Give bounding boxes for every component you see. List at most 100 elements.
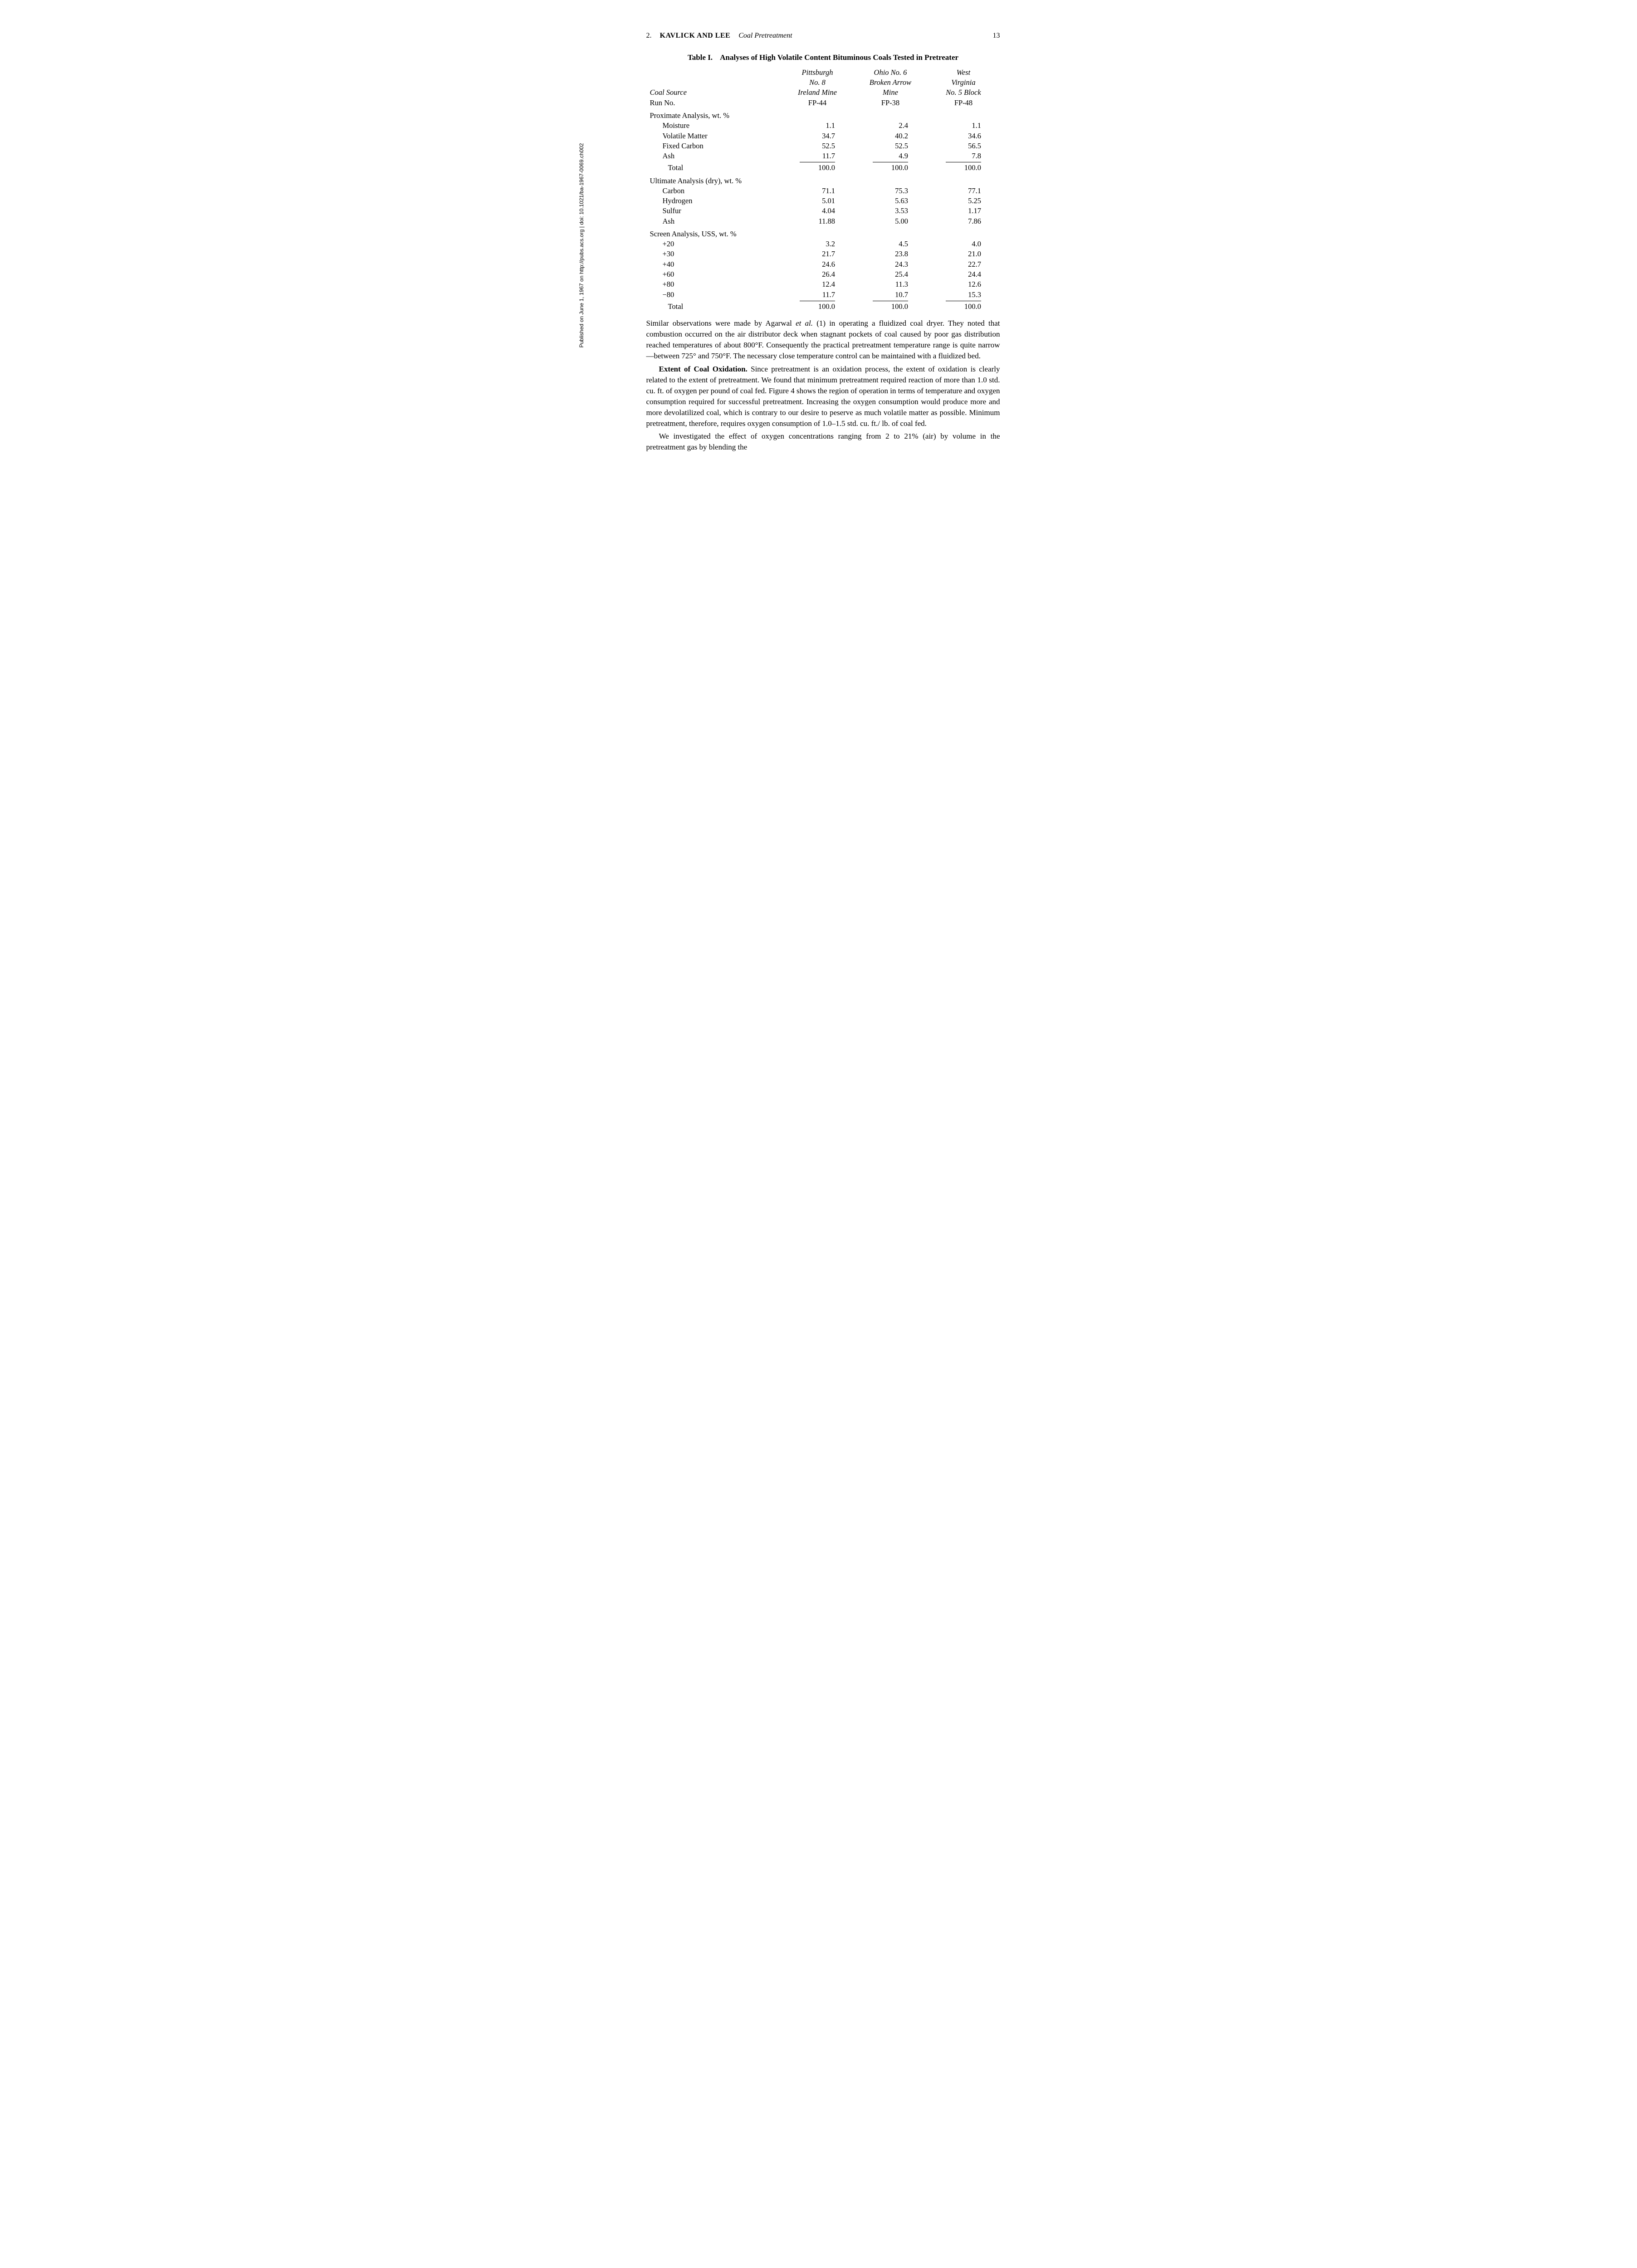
table-section-title: Ultimate Analysis (dry), wt. % (646, 173, 1000, 186)
cell: 11.88 (781, 216, 854, 226)
cell: 5.25 (927, 196, 1000, 206)
row-label: Carbon (646, 186, 781, 196)
table-row: +4024.624.322.7 (646, 259, 1000, 269)
cell: 7.8 (927, 151, 1000, 161)
table-row: +8012.411.312.6 (646, 279, 1000, 289)
row-label: Fixed Carbon (646, 141, 781, 151)
total-label: Total (646, 300, 781, 312)
cell: 40.2 (854, 131, 927, 141)
cell: 5.63 (854, 196, 927, 206)
side-publication-note: Published on June 1, 1967 on http://pubs… (578, 143, 585, 348)
table-row: Fixed Carbon52.552.556.5 (646, 141, 1000, 151)
col2-h2: Broken Arrow (870, 78, 911, 87)
cell: 1.1 (927, 121, 1000, 131)
cell: 5.01 (781, 196, 854, 206)
cell: 15.3 (927, 290, 1000, 300)
cell: 4.9 (854, 151, 927, 161)
total-cell: 100.0 (781, 300, 854, 312)
row-label: Ash (646, 216, 781, 226)
cell: 21.0 (927, 249, 1000, 259)
running-title: Coal Pretreatment (738, 32, 792, 40)
table-row: Volatile Matter34.740.234.6 (646, 131, 1000, 141)
cell: 24.3 (854, 259, 927, 269)
cell: 25.4 (854, 269, 927, 279)
total-cell: 100.0 (854, 300, 927, 312)
table-header-row-4: Run No. FP-44 FP-38 FP-48 (646, 98, 1000, 108)
paragraph-1: Similar observations were made by Agarwa… (646, 318, 1000, 362)
row-label: +20 (646, 239, 781, 249)
cell: 5.00 (854, 216, 927, 226)
row-label: Volatile Matter (646, 131, 781, 141)
row-label: +40 (646, 259, 781, 269)
col3-run: FP-48 (954, 98, 972, 107)
cell: 7.86 (927, 216, 1000, 226)
p2-lead: Extent of Coal Oxidation. (659, 365, 748, 373)
cell: 75.3 (854, 186, 927, 196)
table-caption: Table I. Analyses of High Volatile Conte… (646, 53, 1000, 63)
cell: 77.1 (927, 186, 1000, 196)
table-row: −8011.710.715.3 (646, 290, 1000, 300)
table-header-row-3: Coal Source Ireland Mine Mine No. 5 Bloc… (646, 88, 1000, 98)
col3-h2: Virginia (951, 78, 975, 87)
cell: 1.17 (927, 206, 1000, 216)
table-total-row: Total100.0100.0100.0 (646, 161, 1000, 173)
total-cell: 100.0 (854, 161, 927, 173)
paragraph-2: Extent of Coal Oxidation. Since pretreat… (646, 364, 1000, 430)
cell: 22.7 (927, 259, 1000, 269)
header-left: 2. KAVLICK AND LEE Coal Pretreatment (646, 32, 792, 40)
body-text: Similar observations were made by Agarwa… (646, 318, 1000, 453)
col2-h1: Ohio No. 6 (874, 68, 907, 77)
cell: 34.6 (927, 131, 1000, 141)
table-row: Ash11.74.97.8 (646, 151, 1000, 161)
running-header: 2. KAVLICK AND LEE Coal Pretreatment 13 (646, 32, 1000, 40)
cell: 71.1 (781, 186, 854, 196)
cell: 52.5 (854, 141, 927, 151)
cell: 52.5 (781, 141, 854, 151)
col3-h3: No. 5 Block (946, 88, 981, 97)
page: Published on June 1, 1967 on http://pubs… (583, 0, 1055, 491)
cell: 4.0 (927, 239, 1000, 249)
col1-h1: Pittsburgh (801, 68, 833, 77)
cell: 4.5 (854, 239, 927, 249)
table-section-title: Screen Analysis, USS, wt. % (646, 226, 1000, 239)
row-label: −80 (646, 290, 781, 300)
page-number: 13 (993, 32, 1000, 40)
run-no-label: Run No. (650, 98, 675, 107)
table-row: Hydrogen5.015.635.25 (646, 196, 1000, 206)
total-cell: 100.0 (781, 161, 854, 173)
row-label: +80 (646, 279, 781, 289)
cell: 26.4 (781, 269, 854, 279)
table-row: +203.24.54.0 (646, 239, 1000, 249)
table-row: Sulfur4.043.531.17 (646, 206, 1000, 216)
authors: KAVLICK AND LEE (660, 32, 731, 40)
table-title: Analyses of High Volatile Content Bitumi… (720, 53, 958, 62)
total-label: Total (646, 161, 781, 173)
col1-run: FP-44 (808, 98, 826, 107)
cell: 23.8 (854, 249, 927, 259)
table-label: Table I. (688, 53, 713, 62)
cell: 10.7 (854, 290, 927, 300)
row-label: Sulfur (646, 206, 781, 216)
row-label: Hydrogen (646, 196, 781, 206)
total-cell: 100.0 (927, 300, 1000, 312)
row-label: +30 (646, 249, 781, 259)
row-label: Moisture (646, 121, 781, 131)
col2-h3: Mine (883, 88, 898, 97)
cell: 3.53 (854, 206, 927, 216)
section-title-cell: Ultimate Analysis (dry), wt. % (646, 173, 1000, 186)
cell: 2.4 (854, 121, 927, 131)
col1-h3: Ireland Mine (798, 88, 837, 97)
cell: 24.6 (781, 259, 854, 269)
p2-rest: Since pretreatment is an oxidation proce… (646, 365, 1000, 428)
cell: 24.4 (927, 269, 1000, 279)
table-row: +6026.425.424.4 (646, 269, 1000, 279)
row-label: Ash (646, 151, 781, 161)
section-title-cell: Screen Analysis, USS, wt. % (646, 226, 1000, 239)
coal-source-label: Coal Source (650, 88, 687, 97)
cell: 11.7 (781, 151, 854, 161)
table-section-title: Proximate Analysis, wt. % (646, 108, 1000, 121)
col3-h1: West (957, 68, 971, 77)
cell: 3.2 (781, 239, 854, 249)
cell: 4.04 (781, 206, 854, 216)
table-row: Moisture1.12.41.1 (646, 121, 1000, 131)
